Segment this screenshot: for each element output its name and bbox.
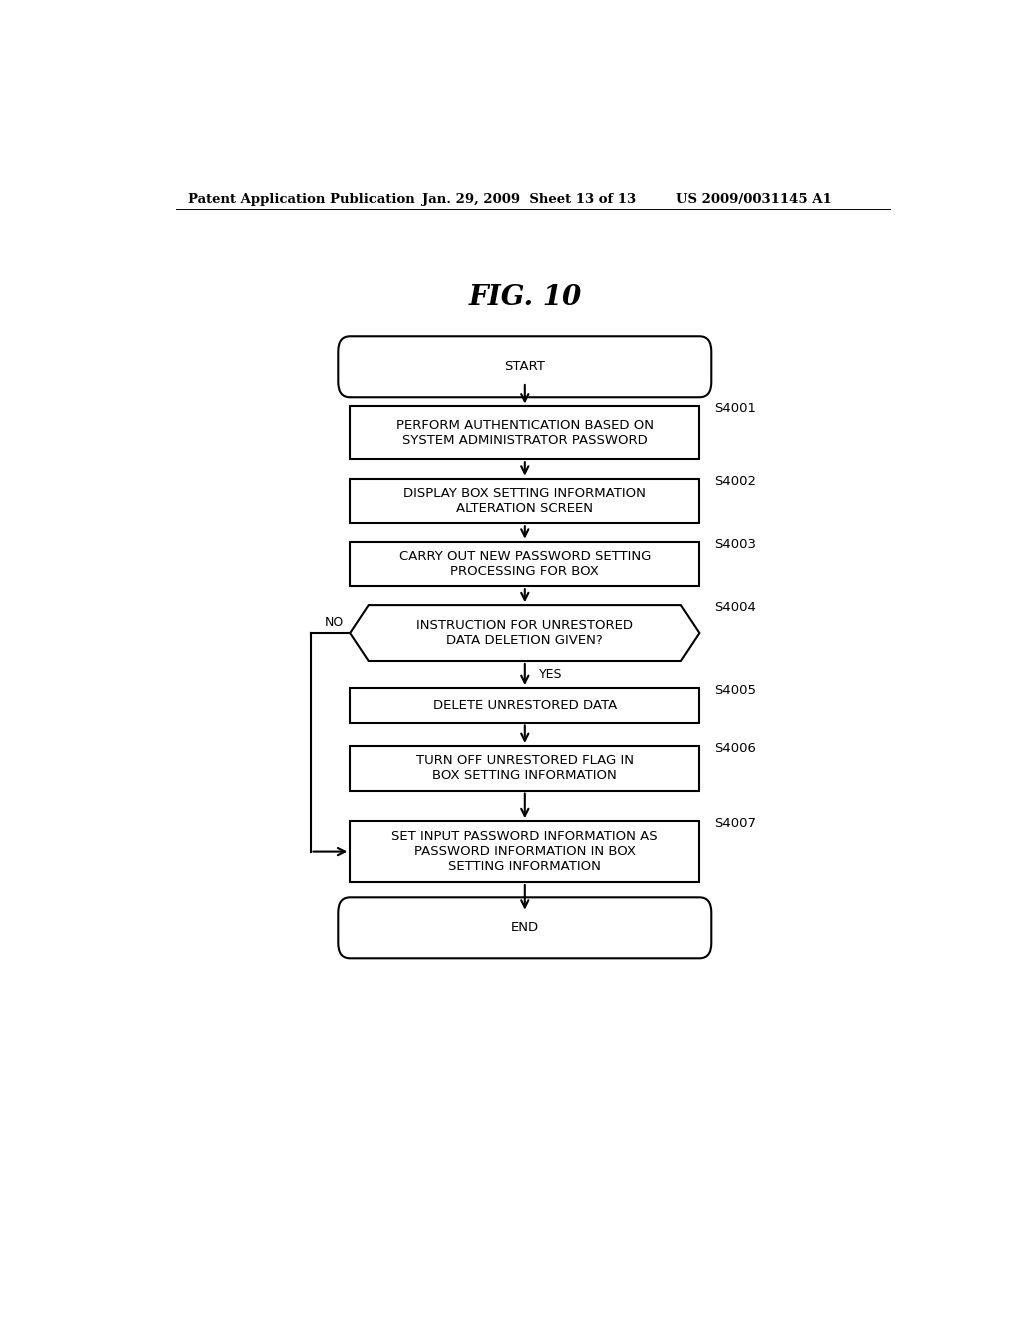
Text: PERFORM AUTHENTICATION BASED ON
SYSTEM ADMINISTRATOR PASSWORD: PERFORM AUTHENTICATION BASED ON SYSTEM A… [396, 418, 653, 447]
Text: Patent Application Publication: Patent Application Publication [187, 193, 415, 206]
Text: YES: YES [539, 668, 562, 681]
FancyBboxPatch shape [338, 337, 712, 397]
FancyBboxPatch shape [338, 898, 712, 958]
Polygon shape [350, 605, 699, 661]
Text: INSTRUCTION FOR UNRESTORED
DATA DELETION GIVEN?: INSTRUCTION FOR UNRESTORED DATA DELETION… [417, 619, 633, 647]
Text: SET INPUT PASSWORD INFORMATION AS
PASSWORD INFORMATION IN BOX
SETTING INFORMATIO: SET INPUT PASSWORD INFORMATION AS PASSWO… [391, 830, 658, 873]
Text: END: END [511, 921, 539, 935]
Bar [350, 688, 699, 722]
Bar [350, 479, 699, 523]
Bar [350, 541, 699, 586]
Text: FIG. 10: FIG. 10 [468, 284, 582, 312]
Text: CARRY OUT NEW PASSWORD SETTING
PROCESSING FOR BOX: CARRY OUT NEW PASSWORD SETTING PROCESSIN… [398, 550, 651, 578]
Text: NO: NO [325, 616, 344, 630]
Text: US 2009/0031145 A1: US 2009/0031145 A1 [676, 193, 831, 206]
Text: DISPLAY BOX SETTING INFORMATION
ALTERATION SCREEN: DISPLAY BOX SETTING INFORMATION ALTERATI… [403, 487, 646, 515]
Text: S4001: S4001 [714, 403, 756, 416]
Text: TURN OFF UNRESTORED FLAG IN
BOX SETTING INFORMATION: TURN OFF UNRESTORED FLAG IN BOX SETTING … [416, 754, 634, 783]
Text: S4003: S4003 [714, 537, 756, 550]
Text: START: START [505, 360, 545, 374]
Text: Jan. 29, 2009  Sheet 13 of 13: Jan. 29, 2009 Sheet 13 of 13 [422, 193, 636, 206]
Text: S4005: S4005 [714, 684, 756, 697]
Bar [350, 746, 699, 791]
Text: S4006: S4006 [714, 742, 756, 755]
Bar [350, 821, 699, 882]
Text: S4004: S4004 [714, 601, 756, 614]
Text: DELETE UNRESTORED DATA: DELETE UNRESTORED DATA [433, 698, 616, 711]
Text: S4007: S4007 [714, 817, 756, 830]
Text: S4002: S4002 [714, 474, 756, 487]
Bar [350, 407, 699, 459]
